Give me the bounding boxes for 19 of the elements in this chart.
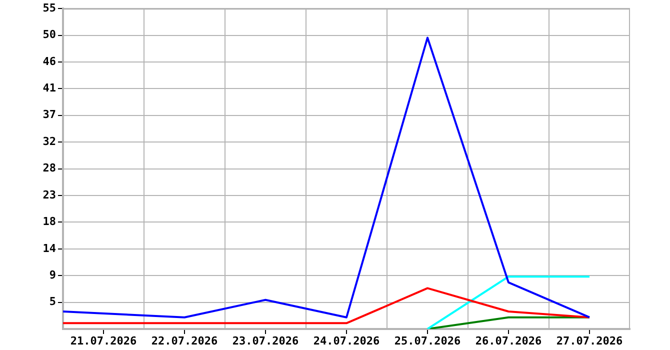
x-tick-label: 25.07.2026 bbox=[394, 334, 461, 348]
y-tick-label: 37 bbox=[42, 108, 56, 122]
x-tick-label: 27.07.2026 bbox=[556, 334, 623, 348]
x-tick-label: 24.07.2026 bbox=[313, 334, 380, 348]
y-tick-label: 46 bbox=[42, 54, 56, 68]
x-tick-label: 21.07.2026 bbox=[70, 334, 137, 348]
y-tick-label: 23 bbox=[42, 188, 56, 202]
x-tick-label: 22.07.2026 bbox=[151, 334, 218, 348]
y-tick-label: 55 bbox=[42, 1, 56, 14]
y-tick-label: 14 bbox=[42, 242, 56, 255]
y-tick-label: 9 bbox=[49, 268, 56, 282]
x-tick-label: 23.07.2026 bbox=[232, 334, 299, 348]
y-tick-label: 50 bbox=[42, 28, 56, 42]
y-tick-label: 32 bbox=[42, 134, 56, 148]
y-tick-label: 28 bbox=[42, 162, 56, 175]
y-tick-label: 5 bbox=[49, 295, 56, 308]
y-tick-label: 41 bbox=[42, 82, 56, 95]
y-tick-label: 18 bbox=[42, 215, 56, 228]
x-tick-label: 26.07.2026 bbox=[475, 334, 542, 348]
